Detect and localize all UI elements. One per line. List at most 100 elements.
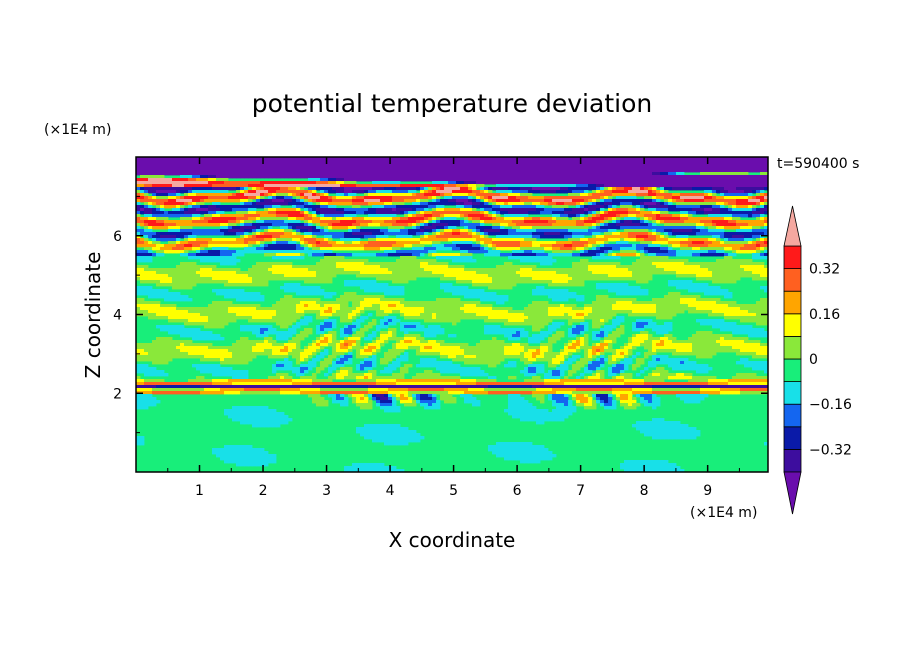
field-cell <box>280 157 285 161</box>
field-cell <box>616 220 621 224</box>
field-cell <box>680 208 685 212</box>
field-cell <box>620 169 625 173</box>
field-cell <box>732 214 737 218</box>
field-cell <box>640 235 645 239</box>
field-cell <box>600 229 605 233</box>
field-cell <box>428 187 433 191</box>
field-cell <box>444 208 449 212</box>
field-cell <box>200 220 205 224</box>
field-cell <box>740 178 745 182</box>
field-cell <box>268 217 273 221</box>
field-cell <box>468 247 473 251</box>
field-cell <box>164 157 169 161</box>
field-cell <box>308 238 313 242</box>
field-cell <box>708 172 713 176</box>
field-cell <box>244 220 249 224</box>
field-cell <box>520 175 525 179</box>
field-cell <box>608 187 613 191</box>
field-cell <box>468 217 473 221</box>
field-cell <box>660 256 665 260</box>
field-cell <box>160 247 165 251</box>
field-cell <box>500 169 505 173</box>
field-cell <box>652 172 657 176</box>
field-cell <box>688 226 693 230</box>
field-cell <box>552 166 557 170</box>
field-cell <box>376 193 381 197</box>
field-cell <box>668 178 673 182</box>
field-cell <box>516 256 521 260</box>
field-cell <box>288 232 293 236</box>
field-cell <box>464 190 469 194</box>
field-cell <box>508 208 513 212</box>
field-cell <box>572 235 577 239</box>
field-cell <box>584 178 589 182</box>
field-cell <box>240 220 245 224</box>
field-cell <box>352 220 357 224</box>
field-cell <box>520 238 525 242</box>
field-cell <box>640 187 645 191</box>
field-cell <box>432 220 437 224</box>
field-cell <box>400 202 405 206</box>
field-cell <box>212 244 217 248</box>
field-cell <box>588 178 593 182</box>
field-cell <box>500 175 505 179</box>
field-cell <box>632 229 637 233</box>
field-cell <box>332 175 337 179</box>
field-cell <box>724 220 729 224</box>
field-cell <box>536 211 541 215</box>
field-cell <box>224 190 229 194</box>
field-cell <box>316 247 321 251</box>
field-cell <box>468 166 473 170</box>
field-cell <box>228 229 233 233</box>
field-cell <box>140 196 145 200</box>
field-cell <box>744 232 749 236</box>
field-cell <box>444 175 449 179</box>
field-cell <box>148 157 153 161</box>
field-cell <box>696 202 701 206</box>
field-cell <box>260 244 265 248</box>
field-cell <box>640 259 645 263</box>
field-cell <box>188 160 193 164</box>
field-cell <box>276 241 281 245</box>
field-cell <box>456 244 461 248</box>
field-cell <box>312 187 317 191</box>
field-cell <box>504 229 509 233</box>
field-cell <box>304 157 309 161</box>
field-cell <box>528 208 533 212</box>
field-cell <box>456 235 461 239</box>
field-cell <box>652 226 657 230</box>
field-cell <box>384 160 389 164</box>
field-cell <box>504 184 509 188</box>
field-cell <box>272 250 277 254</box>
field-cell <box>580 163 585 167</box>
field-cell <box>356 247 361 251</box>
field-cell <box>740 187 745 191</box>
field-cell <box>144 175 149 179</box>
field-cell <box>244 187 249 191</box>
field-cell <box>224 163 229 167</box>
field-cell <box>180 202 185 206</box>
field-cell <box>656 211 661 215</box>
field-cell <box>208 172 213 176</box>
field-cell <box>264 238 269 242</box>
field-cell <box>424 190 429 194</box>
field-cell <box>364 235 369 239</box>
field-cell <box>752 235 757 239</box>
field-cell <box>612 232 617 236</box>
field-cell <box>716 181 721 185</box>
field-cell <box>604 169 609 173</box>
field-cell <box>500 208 505 212</box>
field-cell <box>368 238 373 242</box>
field-cell <box>284 253 289 257</box>
field-cell <box>684 160 689 164</box>
field-cell <box>160 193 165 197</box>
field-cell <box>336 217 341 221</box>
field-cell <box>260 262 265 266</box>
field-cell <box>252 175 257 179</box>
field-cell <box>276 202 281 206</box>
field-cell <box>236 160 241 164</box>
field-cell <box>244 244 249 248</box>
field-cell <box>268 184 273 188</box>
field-cell <box>348 220 353 224</box>
field-cell <box>644 241 649 245</box>
